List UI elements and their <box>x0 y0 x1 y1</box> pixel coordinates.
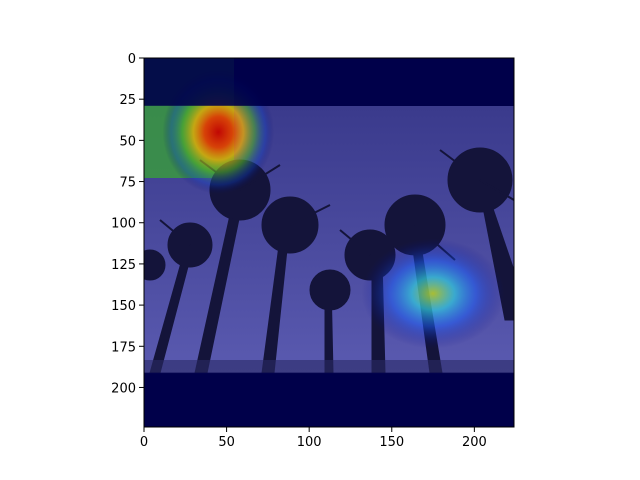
y-tick-label: 25 <box>119 93 136 108</box>
x-tick-label: 150 <box>379 435 404 450</box>
letterbox-band-0 <box>144 58 514 106</box>
y-tick-label: 75 <box>119 176 136 191</box>
x-tick-label: 100 <box>297 435 322 450</box>
y-tick-label: 175 <box>111 340 136 355</box>
y-tick-label: 100 <box>111 217 136 232</box>
letterbox-band-1 <box>144 372 514 427</box>
plot-area <box>144 58 514 427</box>
y-tick-label: 0 <box>128 52 136 67</box>
x-axis: 0 50 100 150 200 <box>140 427 487 450</box>
x-tick-label: 200 <box>462 435 487 450</box>
y-tick-label: 150 <box>111 299 136 314</box>
image-ground <box>144 360 514 374</box>
axes-frame <box>143 57 515 428</box>
letterbox-bands <box>144 58 514 427</box>
y-tick-label: 125 <box>111 258 136 273</box>
y-tick-label: 200 <box>111 381 136 396</box>
x-tick-label: 50 <box>218 435 235 450</box>
y-axis: 0 25 50 75 100 125 150 175 200 <box>111 52 144 396</box>
y-tick-label: 50 <box>119 134 136 149</box>
hotspot-right <box>361 238 505 349</box>
x-tick-label: 0 <box>140 435 148 450</box>
